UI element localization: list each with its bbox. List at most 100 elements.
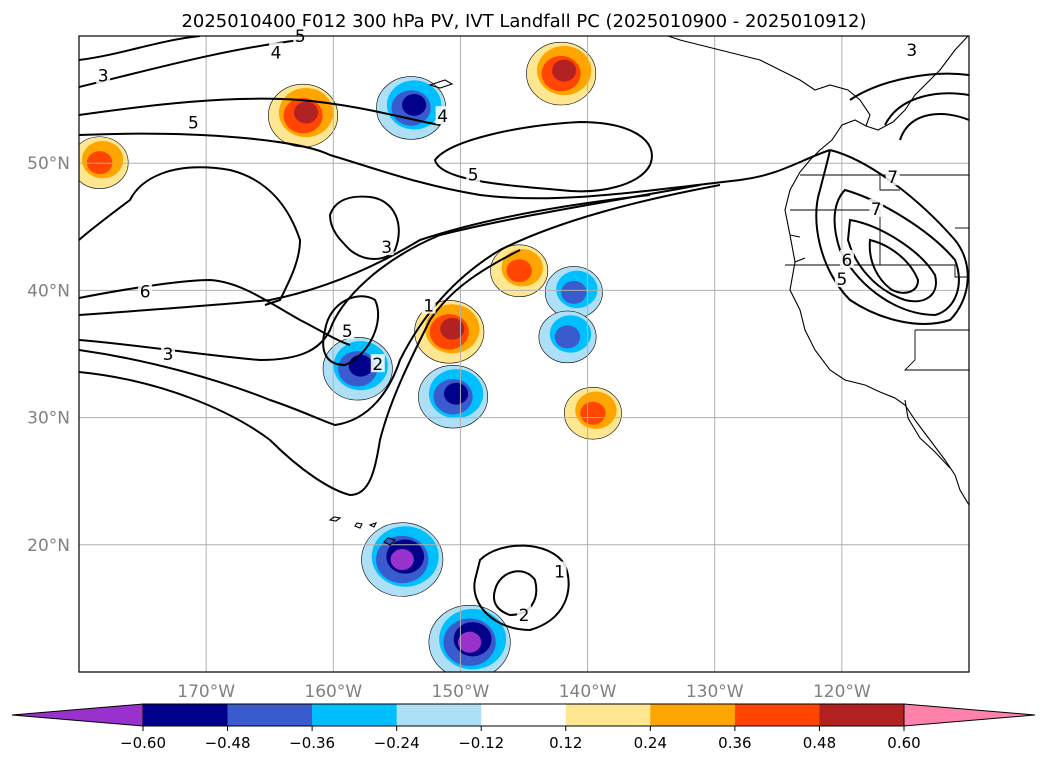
colorbar-tick-label: −0.12 bbox=[458, 734, 504, 752]
lon-tick-label: 140°W bbox=[559, 682, 617, 702]
colorbar-tick-label: 0.12 bbox=[549, 734, 582, 752]
colorbar-outline bbox=[142, 703, 905, 727]
colorbar-segment bbox=[734, 704, 820, 726]
gridlines bbox=[79, 36, 969, 672]
contour-label-bg bbox=[96, 65, 111, 84]
contour-label-bg bbox=[466, 164, 481, 183]
contour-label-bg bbox=[186, 112, 201, 131]
coastlines bbox=[328, 36, 969, 546]
pv-shading-layer bbox=[79, 41, 622, 672]
contour-label: 7 bbox=[871, 200, 882, 220]
contour-label-bg bbox=[869, 198, 884, 217]
contour-label: 5 bbox=[836, 270, 847, 290]
contour-label-bg bbox=[904, 39, 919, 58]
colorbar-tick-label: −0.60 bbox=[120, 734, 166, 752]
contour-label-bg bbox=[839, 249, 854, 268]
pv-shade-level bbox=[293, 101, 319, 124]
lon-tick-label: 170°W bbox=[177, 682, 235, 702]
pv-shaded-region bbox=[538, 310, 597, 364]
contour-label: 3 bbox=[906, 41, 917, 61]
contour-label: 4 bbox=[437, 107, 448, 127]
colorbar: −0.60 −0.48 −0.36 −0.24 −0.12 0.12 0.24 0.36 0.4… bbox=[11, 703, 1036, 752]
contour-label: 2 bbox=[372, 355, 383, 375]
pv-shade-level bbox=[506, 259, 532, 283]
contour-label: 5 bbox=[468, 166, 479, 186]
colorbar-tick-label: −0.36 bbox=[289, 734, 335, 752]
contour-label: 7 bbox=[887, 168, 898, 188]
lat-tick-label: 40°N bbox=[27, 281, 70, 301]
pv-shade-level bbox=[580, 401, 606, 425]
contour-label: 3 bbox=[381, 238, 392, 258]
contour-label: 2 bbox=[519, 606, 530, 626]
contour-label-bg bbox=[293, 26, 308, 44]
pv-shaded-region bbox=[563, 387, 622, 440]
colorbar-segment bbox=[143, 704, 228, 726]
pv-shade-level bbox=[440, 317, 465, 340]
pv-shaded-region bbox=[79, 136, 129, 189]
contour-label: 6 bbox=[140, 283, 151, 303]
pv-shade-level bbox=[561, 280, 587, 304]
contour-label-bg bbox=[269, 42, 284, 61]
contour-label: 3 bbox=[98, 66, 109, 86]
colorbar-segment bbox=[312, 704, 397, 726]
contour-label-bg bbox=[552, 561, 567, 580]
contour-label-bg bbox=[138, 281, 153, 300]
colorbar-tick-label: −0.24 bbox=[374, 734, 420, 752]
map-frame bbox=[78, 35, 970, 673]
colorbar-segment bbox=[227, 704, 313, 726]
lon-tick-label: 160°W bbox=[304, 682, 362, 702]
contour-label-bg bbox=[421, 295, 436, 314]
contour-label-bg bbox=[435, 106, 450, 125]
political-borders bbox=[785, 174, 969, 371]
pv-shaded-region bbox=[322, 337, 393, 401]
contour-label-bg bbox=[379, 237, 394, 256]
pv-shade-level bbox=[86, 151, 113, 175]
colorbar-tick-label: 0.36 bbox=[718, 734, 751, 752]
contour-label-bg bbox=[161, 344, 175, 362]
ivt-contours bbox=[79, 36, 969, 632]
pv-shaded-region bbox=[418, 365, 489, 429]
contour-label: 5 bbox=[295, 27, 306, 47]
pv-shaded-region bbox=[544, 266, 603, 319]
pv-shade-level bbox=[348, 354, 373, 377]
pv-shade-level bbox=[554, 325, 581, 349]
pv-shaded-region bbox=[361, 522, 444, 597]
colorbar-extend-low bbox=[11, 703, 144, 727]
pv-shade-level bbox=[552, 59, 577, 82]
map-background bbox=[79, 36, 969, 672]
pv-shade-level bbox=[390, 548, 414, 571]
pv-shaded-region bbox=[490, 244, 549, 297]
contour-label-bg bbox=[834, 268, 849, 287]
colorbar-segment bbox=[396, 704, 482, 726]
contour-label: 5 bbox=[342, 322, 353, 342]
contour-label: 5 bbox=[188, 113, 199, 133]
pv-shaded-region bbox=[268, 83, 339, 148]
contour-label: 4 bbox=[271, 44, 282, 64]
contour-label-bg bbox=[340, 321, 355, 340]
longitude-labels: 170°W 160°W 150°W 140°W 130°W 120°W bbox=[177, 682, 871, 702]
colorbar-tick-label: 0.48 bbox=[803, 734, 836, 752]
contour-label: 1 bbox=[554, 563, 565, 583]
contour-label: 3 bbox=[163, 345, 174, 365]
pv-shade-level bbox=[457, 631, 482, 653]
pv-shade-level bbox=[402, 94, 427, 116]
contour-label-bg bbox=[517, 604, 531, 623]
colorbar-extend-high bbox=[903, 703, 1036, 727]
lon-tick-label: 150°W bbox=[432, 682, 490, 702]
colorbar-segment bbox=[565, 704, 651, 726]
lon-tick-label: 130°W bbox=[686, 682, 744, 702]
colorbar-tick-label: −0.48 bbox=[205, 734, 251, 752]
latitude-labels: 20°N 30°N 40°N 50°N bbox=[27, 154, 70, 556]
lat-tick-label: 30°N bbox=[27, 409, 70, 429]
contour-label-bg bbox=[370, 354, 385, 373]
lat-tick-label: 20°N bbox=[27, 536, 70, 556]
contour-label: 6 bbox=[842, 251, 853, 271]
pv-shade-level bbox=[444, 382, 469, 405]
lon-tick-label: 120°W bbox=[813, 682, 871, 702]
colorbar-segment bbox=[481, 704, 567, 726]
contour-label: 1 bbox=[423, 297, 434, 317]
colorbar-tick-label: 0.24 bbox=[634, 734, 667, 752]
